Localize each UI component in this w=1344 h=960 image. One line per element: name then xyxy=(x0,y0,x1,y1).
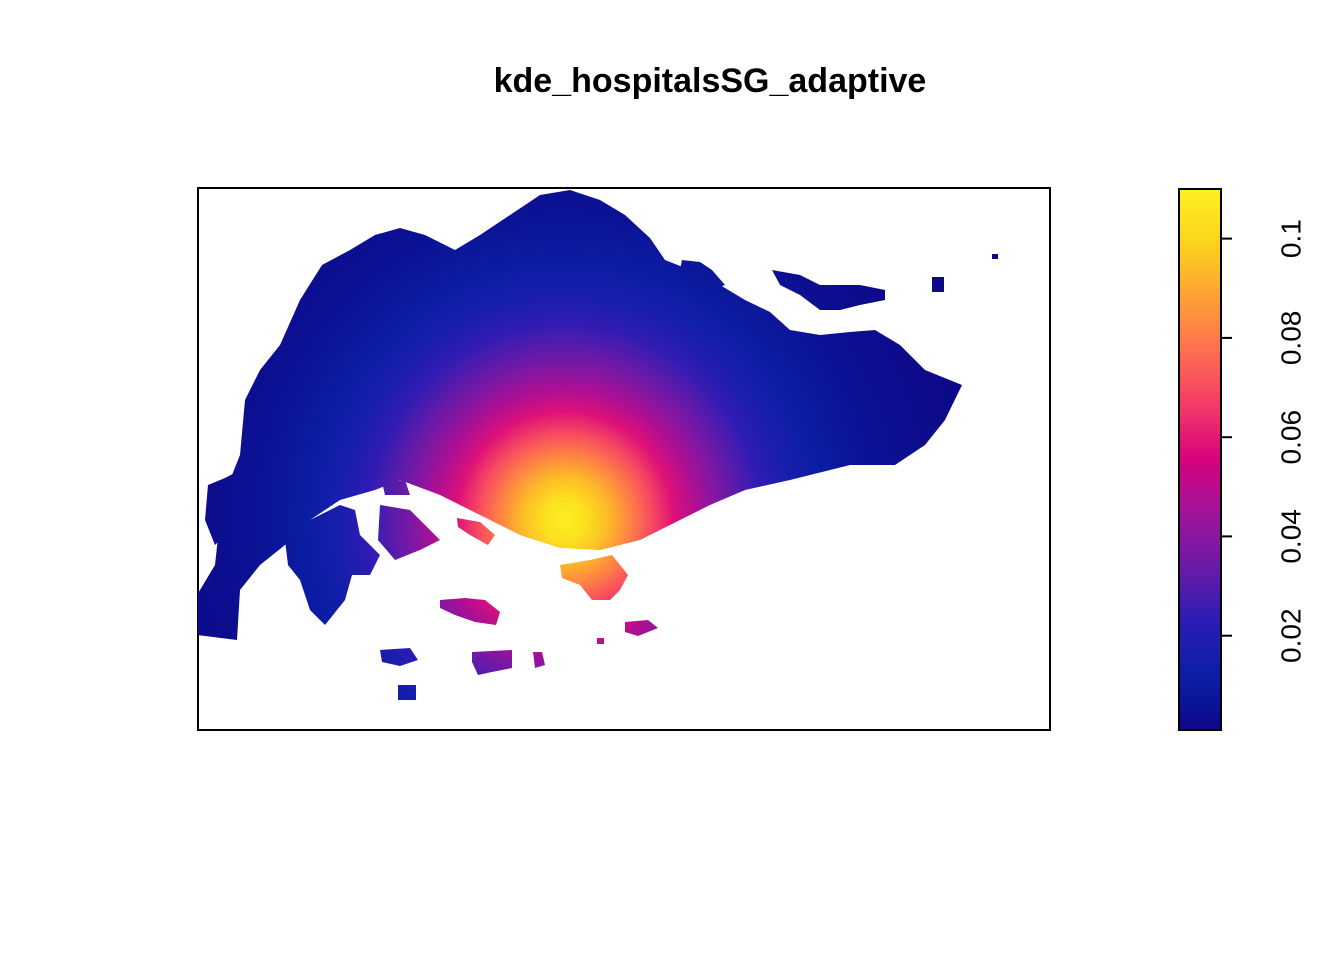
color-bar-tick-label: 0.02 xyxy=(1275,608,1306,663)
color-bar-ticks: 0.02 0.04 0.06 0.08 0.1 xyxy=(1221,219,1306,663)
color-bar-tick-label: 0.06 xyxy=(1275,410,1306,465)
chart-title: kde_hospitalsSG_adaptive xyxy=(494,62,927,100)
color-bar-tick-label: 0.08 xyxy=(1275,311,1306,366)
plot-panel xyxy=(197,187,1051,731)
color-bar-tick-label: 0.04 xyxy=(1275,509,1306,564)
color-legend: 0.02 0.04 0.06 0.08 0.1 xyxy=(1178,188,1306,731)
color-bar xyxy=(1178,188,1222,731)
color-bar-tick-label: 0.1 xyxy=(1275,219,1306,258)
